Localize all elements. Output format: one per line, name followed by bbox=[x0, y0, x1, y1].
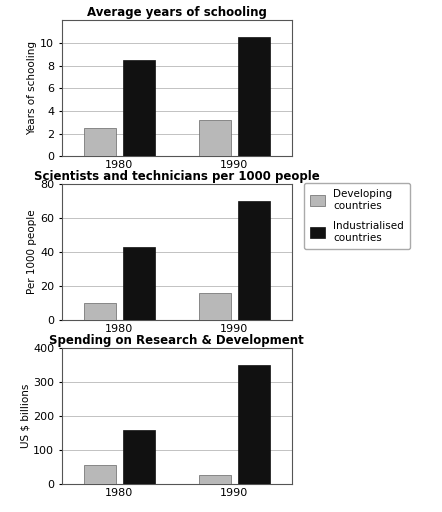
Y-axis label: Per 1000 people: Per 1000 people bbox=[27, 210, 37, 294]
Bar bbox=[198, 120, 231, 156]
Title: Scientists and technicians per 1000 people: Scientists and technicians per 1000 peop… bbox=[34, 170, 320, 183]
Bar bbox=[123, 60, 155, 156]
Bar bbox=[238, 201, 270, 320]
Title: Spending on Research & Development: Spending on Research & Development bbox=[50, 334, 304, 347]
Bar bbox=[198, 293, 231, 320]
Bar bbox=[84, 465, 116, 484]
Bar bbox=[123, 430, 155, 484]
Bar bbox=[238, 365, 270, 484]
Bar bbox=[238, 37, 270, 156]
Bar bbox=[123, 247, 155, 320]
Title: Average years of schooling: Average years of schooling bbox=[87, 6, 267, 19]
Bar bbox=[84, 303, 116, 320]
Legend: Developing
countries, Industrialised
countries: Developing countries, Industrialised cou… bbox=[304, 183, 410, 249]
Y-axis label: US $ billions: US $ billions bbox=[20, 384, 30, 448]
Bar bbox=[198, 475, 231, 484]
Y-axis label: Years of schooling: Years of schooling bbox=[27, 41, 38, 135]
Bar bbox=[84, 128, 116, 156]
